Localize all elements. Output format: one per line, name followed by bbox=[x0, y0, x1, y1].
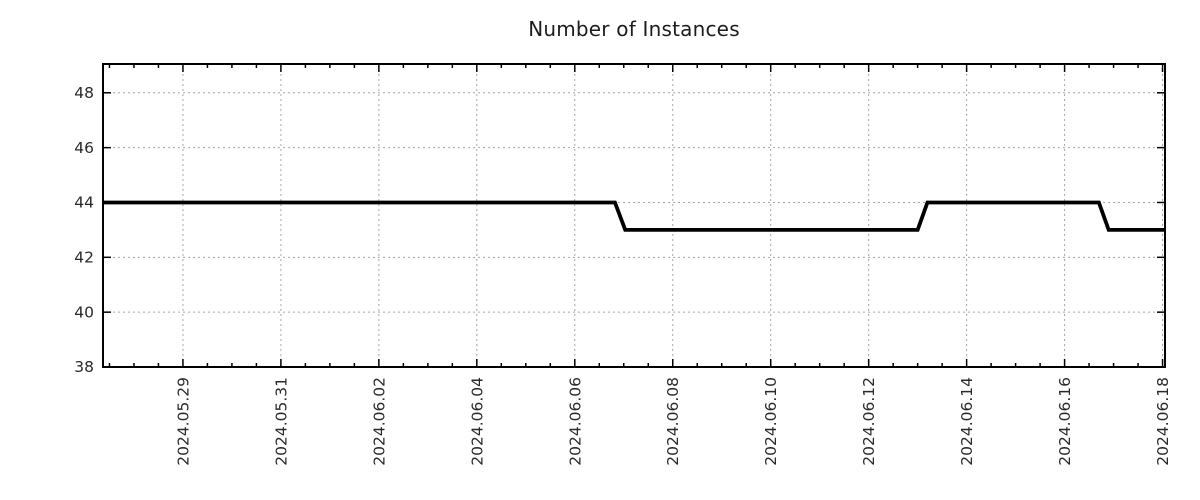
x-tick-label: 2024.06.12 bbox=[860, 377, 878, 466]
y-tick-label: 44 bbox=[74, 194, 94, 212]
x-tick-label: 2024.05.29 bbox=[174, 377, 192, 466]
plot-border bbox=[102, 63, 1166, 368]
x-tick-label: 2024.06.14 bbox=[958, 377, 976, 466]
y-tick-label: 48 bbox=[74, 84, 94, 102]
x-tick-label: 2024.06.10 bbox=[762, 377, 780, 466]
x-tick-label: 2024.06.06 bbox=[566, 377, 584, 466]
x-tick-label: 2024.05.31 bbox=[272, 377, 290, 466]
chart-title: Number of Instances bbox=[528, 17, 740, 41]
x-tick-label: 2024.06.16 bbox=[1056, 377, 1074, 466]
x-tick-label: 2024.06.04 bbox=[468, 377, 486, 466]
y-tick-label: 38 bbox=[74, 358, 94, 376]
y-tick-label: 46 bbox=[74, 139, 94, 157]
y-tick-label: 42 bbox=[74, 249, 94, 267]
series-line-instances bbox=[103, 200, 1165, 232]
x-tick-label: 2024.06.08 bbox=[664, 377, 682, 466]
x-tick-label: 2024.06.02 bbox=[370, 377, 388, 466]
y-tick-label: 40 bbox=[74, 303, 94, 321]
x-tick-label: 2024.06.18 bbox=[1154, 377, 1172, 466]
